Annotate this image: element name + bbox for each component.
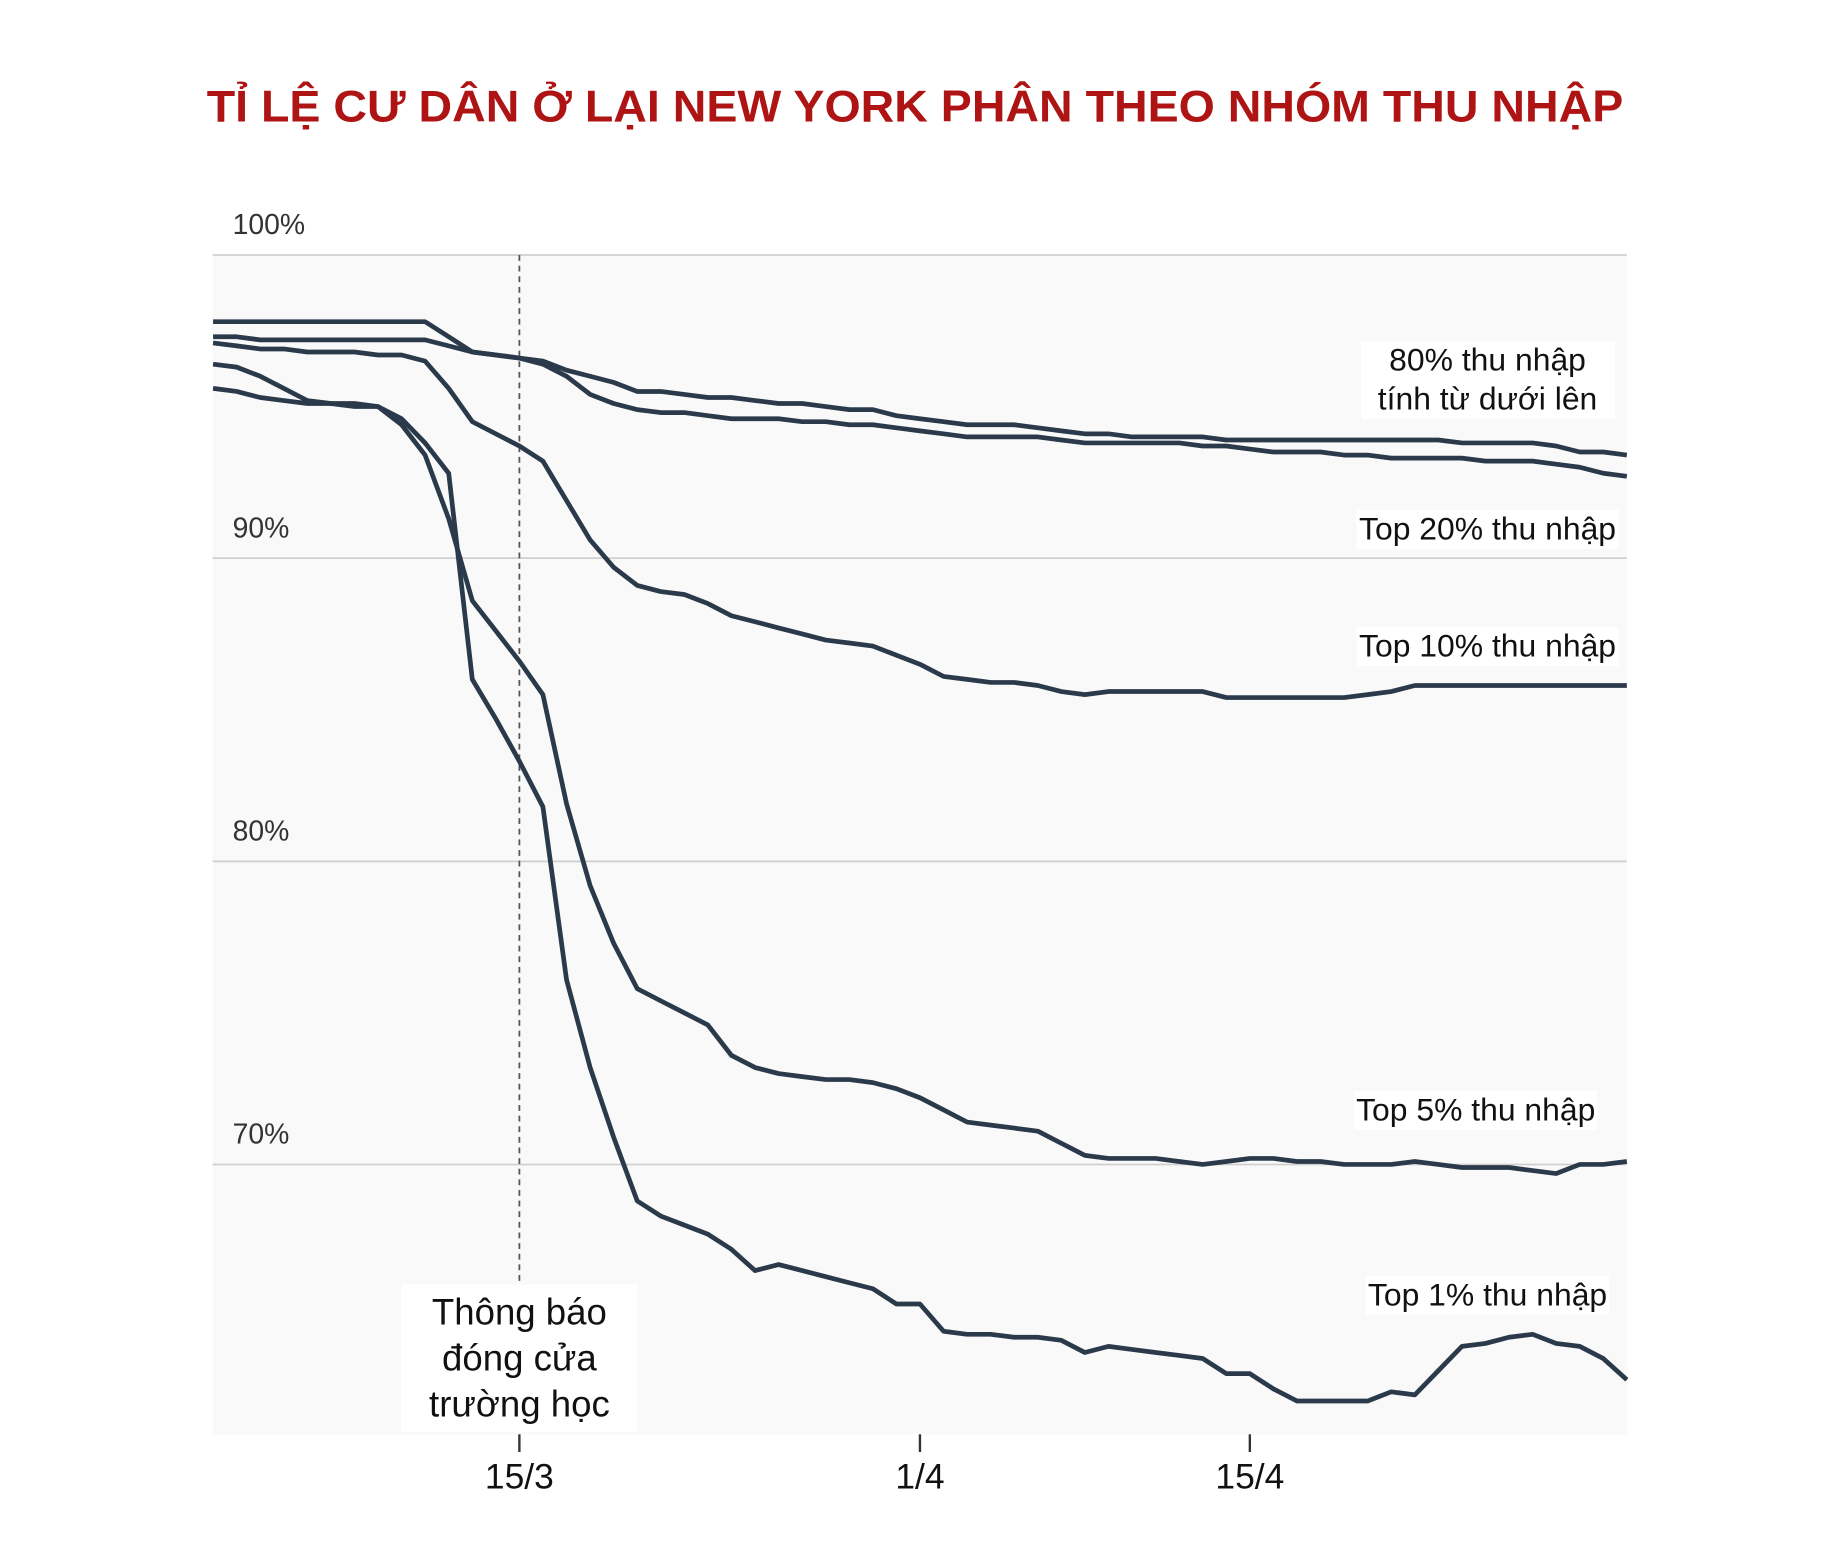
- y-tick-label: 80%: [233, 815, 290, 847]
- plot-background: [212, 254, 1627, 1435]
- series-line: [212, 386, 1629, 1404]
- series-label-box: Top 20% thu nhập: [1340, 505, 1635, 552]
- series-label-box: Top 1% thu nhập: [1340, 1271, 1635, 1318]
- series-label: 80% thu nhập tính từ dưới lên: [1360, 341, 1615, 420]
- x-tick-label: 15/4: [1215, 1457, 1284, 1497]
- series-label-wrap: Top 10% thu nhập: [1340, 622, 1635, 669]
- y-tick-label: 70%: [233, 1119, 290, 1151]
- series-label: Top 20% thu nhập: [1356, 509, 1619, 549]
- series-line: [213, 319, 1628, 458]
- series-label-wrap: Top 5% thu nhập: [1328, 1086, 1623, 1133]
- series-label-wrap: Top 20% thu nhập: [1340, 505, 1635, 552]
- series-label-box: 80% thu nhập tính từ dưới lên: [1360, 333, 1615, 427]
- series-label-wrap: 80% thu nhập tính từ dưới lên: [1360, 333, 1615, 427]
- x-tick-label: 15/3: [485, 1457, 554, 1497]
- chart-title: TỈ LỆ CƯ DÂN Ở LẠI NEW YORK PHÂN THEO NH…: [207, 81, 1624, 132]
- annotation: Thông báo đóng cửa trường học: [401, 1283, 638, 1432]
- series-label-box: Top 5% thu nhập: [1328, 1086, 1623, 1133]
- series-line: [212, 361, 1628, 1176]
- series-label: Top 5% thu nhập: [1353, 1090, 1598, 1130]
- series-label-box: Top 10% thu nhập: [1340, 622, 1635, 669]
- y-tick-label: 90%: [233, 512, 290, 544]
- series-line: [212, 340, 1627, 700]
- y-tick-label: 100%: [233, 209, 305, 241]
- annotation-wrap: Thông báo đóng cửa trường học: [401, 1281, 638, 1434]
- series-line: [213, 334, 1628, 479]
- annotation-box: Thông báo đóng cửa trường học: [401, 1281, 638, 1434]
- series-label-wrap: Top 1% thu nhập: [1340, 1271, 1635, 1318]
- series-label: Top 10% thu nhập: [1356, 626, 1619, 666]
- series-label: Top 1% thu nhập: [1365, 1275, 1610, 1315]
- x-tick-label: 1/4: [895, 1457, 944, 1497]
